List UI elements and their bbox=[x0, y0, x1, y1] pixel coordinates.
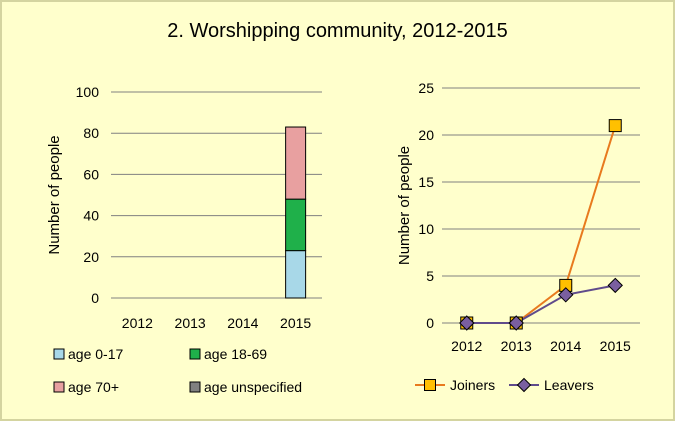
legend-swatch bbox=[53, 348, 65, 360]
data-point bbox=[607, 277, 623, 294]
y-axis-label: Number of people bbox=[46, 135, 63, 254]
y-tick-label: 40 bbox=[83, 208, 99, 224]
y-tick-label: 0 bbox=[426, 315, 434, 331]
legend-marker bbox=[516, 377, 532, 393]
legend-label: age 0-17 bbox=[68, 346, 123, 362]
legend-swatch bbox=[189, 348, 201, 360]
x-tick-label: 2014 bbox=[550, 338, 581, 354]
legend-label: age 18-69 bbox=[204, 346, 267, 362]
data-point bbox=[459, 315, 475, 331]
y-tick-label: 0 bbox=[91, 290, 99, 306]
y-tick-label: 80 bbox=[83, 125, 99, 141]
x-tick-label: 2015 bbox=[280, 315, 311, 331]
x-tick-label: 2014 bbox=[227, 315, 258, 331]
legend-swatch bbox=[189, 381, 201, 393]
y-tick-label: 10 bbox=[418, 221, 434, 237]
legend-label: age unspecified bbox=[204, 379, 302, 395]
legend-marker bbox=[424, 379, 436, 391]
y-tick-label: 15 bbox=[418, 174, 434, 190]
x-tick-label: 2013 bbox=[175, 315, 206, 331]
x-tick-label: 2012 bbox=[451, 338, 482, 354]
legend-label: Leavers bbox=[544, 377, 594, 393]
x-tick-label: 2015 bbox=[600, 338, 631, 354]
x-tick-label: 2012 bbox=[122, 315, 153, 331]
bar-segment bbox=[285, 126, 307, 200]
legend-label: age 70+ bbox=[68, 379, 119, 395]
legend-swatch bbox=[53, 381, 65, 393]
stacked-bar-chart: 0 20 40 60 80 100 2012 2013 2014 2015 Number of pe… bbox=[46, 84, 322, 395]
data-point bbox=[608, 119, 622, 133]
y-tick-label: 5 bbox=[426, 268, 434, 284]
y-tick-label: 100 bbox=[76, 84, 100, 100]
data-point bbox=[558, 287, 574, 303]
x-tick-label: 2013 bbox=[501, 338, 532, 354]
y-axis-label: Number of people bbox=[396, 146, 413, 265]
y-tick-label: 20 bbox=[418, 127, 434, 143]
y-tick-label: 25 bbox=[418, 80, 434, 96]
series-line bbox=[466, 125, 617, 324]
y-tick-label: 20 bbox=[83, 249, 99, 265]
series-line bbox=[466, 284, 616, 324]
chart-title: 2. Worshipping community, 2012-2015 bbox=[167, 20, 508, 42]
data-point bbox=[508, 315, 524, 331]
legend-label: Joiners bbox=[450, 377, 495, 393]
y-tick-label: 60 bbox=[83, 166, 99, 182]
